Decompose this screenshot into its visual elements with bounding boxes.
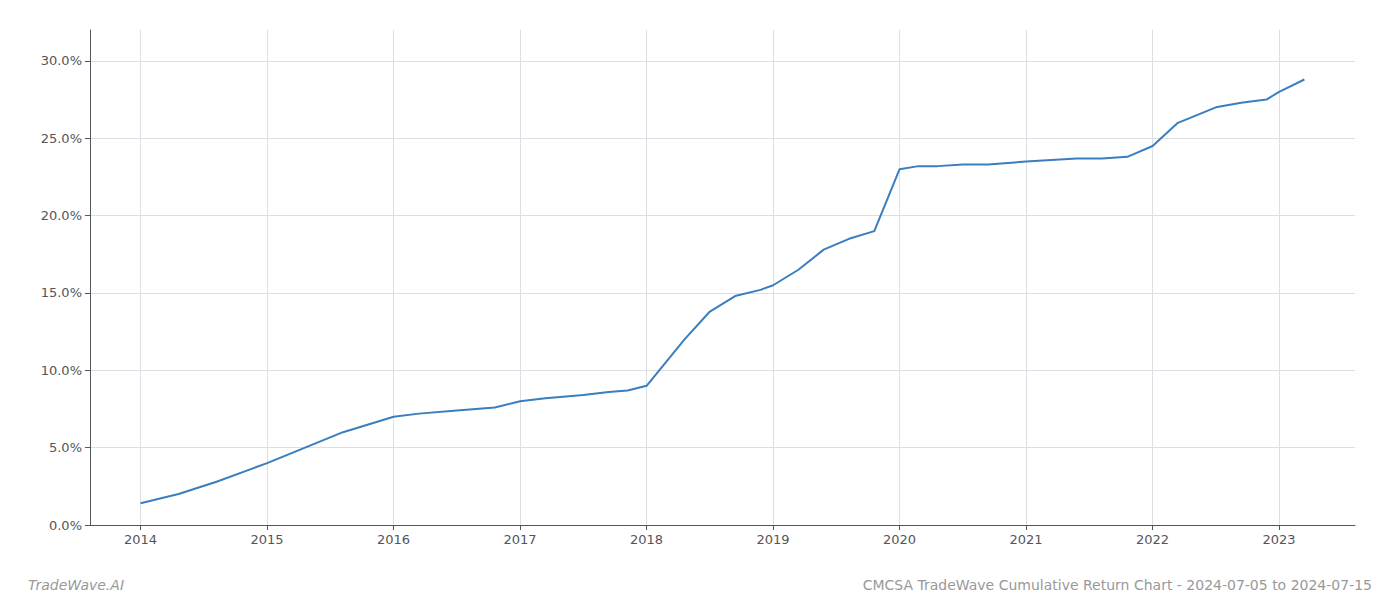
svg-text:25.0%: 25.0% [41,131,82,146]
svg-text:2016: 2016 [377,532,410,547]
svg-text:2019: 2019 [757,532,790,547]
svg-text:2017: 2017 [504,532,537,547]
svg-text:CMCSA TradeWave Cumulative Ret: CMCSA TradeWave Cumulative Return Chart … [863,577,1372,593]
svg-text:2023: 2023 [1263,532,1296,547]
svg-text:2015: 2015 [251,532,284,547]
svg-text:2022: 2022 [1136,532,1169,547]
svg-text:10.0%: 10.0% [41,363,82,378]
svg-text:2014: 2014 [124,532,157,547]
svg-text:15.0%: 15.0% [41,285,82,300]
svg-text:20.0%: 20.0% [41,208,82,223]
svg-text:2021: 2021 [1010,532,1043,547]
svg-text:2020: 2020 [883,532,916,547]
svg-text:30.0%: 30.0% [41,53,82,68]
svg-text:5.0%: 5.0% [49,440,82,455]
svg-text:2018: 2018 [630,532,663,547]
svg-text:TradeWave.AI: TradeWave.AI [28,577,124,593]
svg-text:0.0%: 0.0% [49,518,82,533]
